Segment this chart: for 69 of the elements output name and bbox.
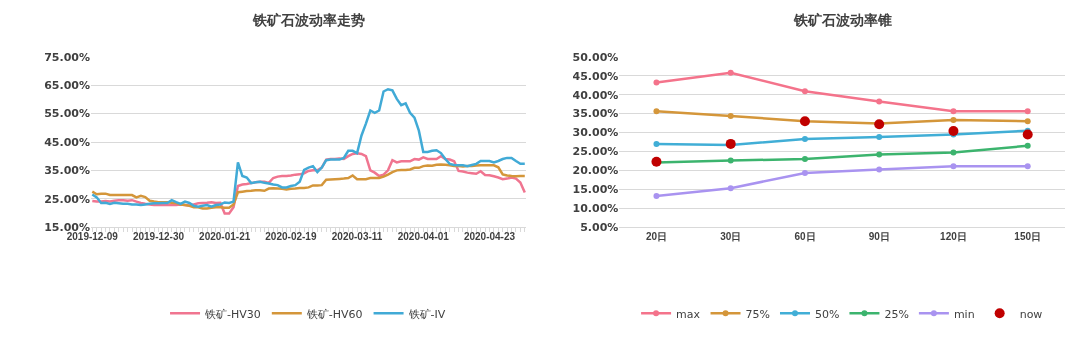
point: [653, 193, 660, 200]
point: [876, 166, 883, 173]
x-tick-label: 2019-12-30: [132, 231, 185, 243]
point: [653, 108, 660, 115]
y-tick-label: 25.00%: [44, 192, 90, 206]
x-tick-label: 2020-03-11: [331, 231, 383, 243]
point: [801, 156, 808, 163]
point: [727, 69, 734, 76]
line-series: [91, 87, 527, 208]
point: [653, 79, 660, 86]
point: [801, 135, 808, 142]
point: [727, 112, 734, 119]
x-tick-label: 2020-02-19: [265, 231, 317, 243]
y-tick-label: 45.00%: [572, 69, 619, 83]
y-tick-label: 5.00%: [580, 220, 619, 234]
y-tick-label: 55.00%: [44, 107, 90, 121]
x-tick-label: 2019-12-09: [66, 231, 119, 243]
y-tick-label: 15.00%: [572, 183, 619, 197]
point: [1024, 142, 1031, 149]
point: [727, 185, 734, 192]
y-tick-label: 30.00%: [572, 126, 619, 140]
y-tick-label: 10.00%: [572, 202, 619, 216]
x-tick-label: 2020-04-23: [463, 231, 516, 243]
x-tick-label: 30日: [720, 231, 742, 243]
legend-label: 铁矿-HV60: [305, 307, 363, 321]
x-tick-label: 90日: [868, 231, 890, 243]
point: [1024, 118, 1031, 125]
legend-label: max: [676, 307, 701, 321]
x-tick-label: 20日: [645, 231, 668, 243]
point: [950, 163, 957, 170]
x-tick-label: 120日: [940, 231, 967, 243]
y-tick-label: 15.00%: [44, 220, 90, 234]
y-tick-label: 45.00%: [44, 135, 90, 149]
legend-label: min: [953, 307, 975, 321]
x-tick-label: 2020-04-01: [397, 231, 450, 243]
x-tick-label: 60日: [794, 231, 816, 243]
y-tick-label: 65.00%: [44, 79, 90, 93]
point: [950, 117, 957, 124]
x-tick-label: 2020-01-21: [199, 231, 251, 243]
point: [801, 88, 808, 95]
point: [727, 157, 734, 164]
y-tick-label: 35.00%: [572, 107, 619, 121]
y-tick-label: 35.00%: [44, 164, 90, 178]
point: [1022, 129, 1033, 140]
point: [950, 108, 957, 115]
point: [653, 140, 660, 147]
point: [948, 126, 959, 137]
point: [876, 134, 883, 141]
point: [876, 98, 883, 105]
y-tick-label: 75.00%: [44, 50, 90, 64]
legend-label: 铁矿-HV30: [204, 307, 261, 321]
x-tick-label: 150日: [1014, 231, 1042, 243]
point: [801, 170, 808, 177]
legend-label: 铁矿-IV: [407, 307, 446, 321]
y-tick-label: 50.00%: [572, 50, 619, 64]
chart-title: 铁矿石波动率走势: [252, 12, 365, 28]
legend-label: 75%: [745, 307, 770, 321]
legend-label: 50%: [814, 307, 840, 321]
point: [950, 149, 957, 156]
point: [876, 151, 883, 158]
y-tick-label: 25.00%: [572, 145, 619, 159]
chart-title: 铁矿石波动率锥: [793, 12, 892, 28]
point: [1024, 108, 1031, 115]
legend-label: now: [1019, 307, 1043, 321]
legend-label: 25%: [884, 307, 909, 321]
y-tick-label: 40.00%: [572, 88, 619, 102]
y-tick-label: 20.00%: [572, 164, 619, 178]
point: [725, 138, 736, 149]
point: [1024, 163, 1031, 170]
